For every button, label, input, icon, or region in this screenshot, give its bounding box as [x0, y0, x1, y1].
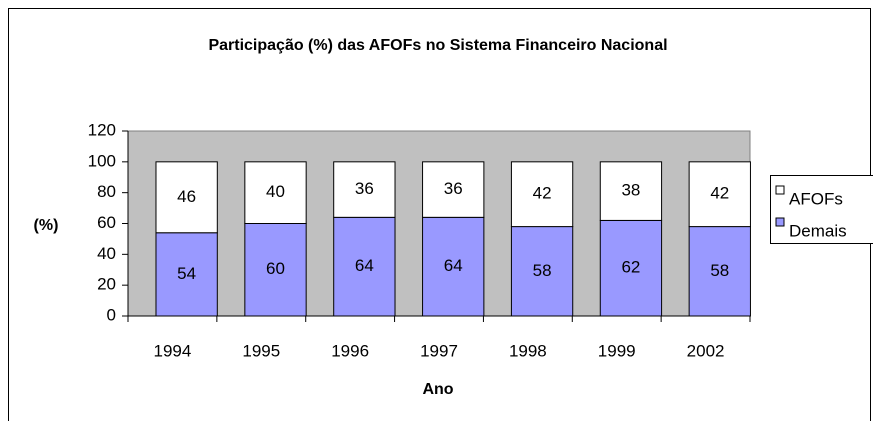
data-label: 54: [177, 264, 196, 283]
data-label: 42: [710, 184, 729, 203]
data-label: 46: [177, 187, 196, 206]
data-label: 40: [266, 182, 285, 201]
data-label: 58: [710, 261, 729, 280]
bar-segment: [244, 161, 307, 224]
bar-segment: [422, 216, 485, 317]
legend-swatch: [775, 217, 785, 227]
bar-segment: [155, 232, 218, 317]
bar-segment: [244, 223, 307, 317]
data-label: 60: [266, 259, 285, 278]
y-tick-label: 80: [97, 182, 116, 201]
bar-segment: [599, 219, 663, 317]
legend-label: AFOFs: [789, 189, 843, 208]
data-label: 38: [621, 181, 640, 200]
data-label: 64: [355, 256, 374, 275]
bar-segment: [688, 226, 751, 317]
data-label: 42: [533, 184, 552, 203]
bar-segment: [688, 161, 751, 228]
x-tick-label: 1998: [509, 341, 547, 360]
y-tick-label: 120: [88, 120, 116, 139]
y-tick-label: 100: [88, 151, 116, 170]
y-tick-label: 0: [107, 305, 116, 324]
x-tick-label: 1999: [598, 341, 636, 360]
bar-segment: [510, 226, 574, 317]
legend-swatch: [775, 185, 785, 195]
legend: [770, 175, 873, 244]
y-tick-label: 40: [97, 244, 116, 263]
legend-label: Demais: [789, 221, 847, 240]
x-tick-label: 1995: [242, 341, 280, 360]
chart-title: Participação (%) das AFOFs no Sistema Fi…: [208, 37, 667, 54]
x-tick-label: 1997: [420, 341, 458, 360]
y-tick-label: 60: [97, 213, 116, 232]
data-label: 64: [444, 256, 463, 275]
bar-segment: [333, 161, 396, 218]
bar-segment: [422, 161, 485, 218]
data-label: 58: [533, 261, 552, 280]
data-label: 62: [621, 258, 640, 277]
x-tick-label: 1996: [331, 341, 369, 360]
x-axis-label: Ano: [422, 381, 453, 398]
bar-segment: [510, 161, 574, 228]
bar-segment: [155, 161, 218, 234]
y-axis-label: (%): [34, 217, 59, 234]
data-label: 36: [444, 179, 463, 198]
x-tick-label: 1994: [154, 341, 192, 360]
x-tick-label: 2002: [687, 341, 725, 360]
data-label: 36: [355, 179, 374, 198]
y-tick-label: 20: [97, 275, 116, 294]
bar-segment: [599, 161, 663, 221]
